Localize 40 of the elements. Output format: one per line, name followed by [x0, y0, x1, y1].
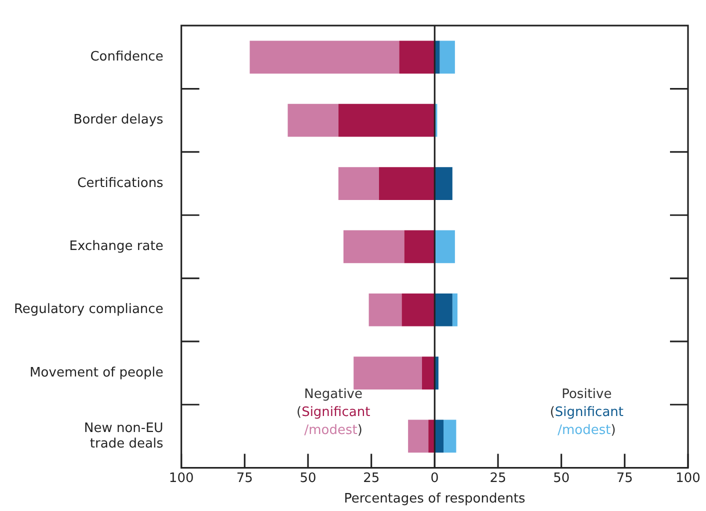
bar	[444, 420, 456, 453]
bar	[434, 167, 452, 200]
bar	[250, 40, 400, 74]
x-tick-label: 25	[490, 470, 506, 486]
y-tick-label: Certifications	[77, 176, 164, 191]
bar	[288, 104, 338, 137]
x-tick-label: 25	[363, 470, 380, 486]
y-tick-label: Movement of people	[30, 365, 164, 380]
bar	[422, 356, 435, 390]
bar	[440, 40, 455, 74]
x-tick-label: 75	[616, 470, 633, 486]
bar	[434, 230, 455, 264]
bar	[338, 167, 379, 200]
bar	[452, 293, 458, 326]
annotation: (Significant /modest)	[550, 405, 624, 438]
bar	[354, 356, 422, 390]
annotation: Positive	[562, 387, 612, 402]
y-tick-label: New non-EU trade deals	[84, 420, 164, 452]
y-tick-label: Confidence	[90, 50, 164, 65]
bar	[343, 230, 404, 264]
bar	[434, 293, 452, 326]
y-tick-label: Border delays	[73, 112, 164, 128]
y-tick-label: Regulatory compliance	[14, 302, 164, 318]
bar	[408, 420, 428, 453]
annotation: Negative	[304, 387, 362, 402]
x-tick-label: 0	[430, 470, 439, 486]
bar	[399, 40, 435, 74]
x-tick-label: 100	[676, 470, 700, 486]
x-tick-label: 50	[300, 470, 316, 486]
x-tick-label: 50	[553, 470, 570, 486]
bar	[402, 293, 435, 326]
bar	[338, 104, 435, 137]
x-axis-title: Percentages of respondents	[344, 492, 526, 507]
x-tick-label: 75	[236, 470, 253, 486]
annotation: (Significant /modest)	[296, 405, 370, 438]
bar	[378, 167, 435, 200]
x-tick-label: 100	[168, 470, 194, 486]
bar	[368, 293, 402, 326]
y-tick-label: Exchange rate	[69, 239, 164, 254]
bar	[404, 230, 435, 264]
